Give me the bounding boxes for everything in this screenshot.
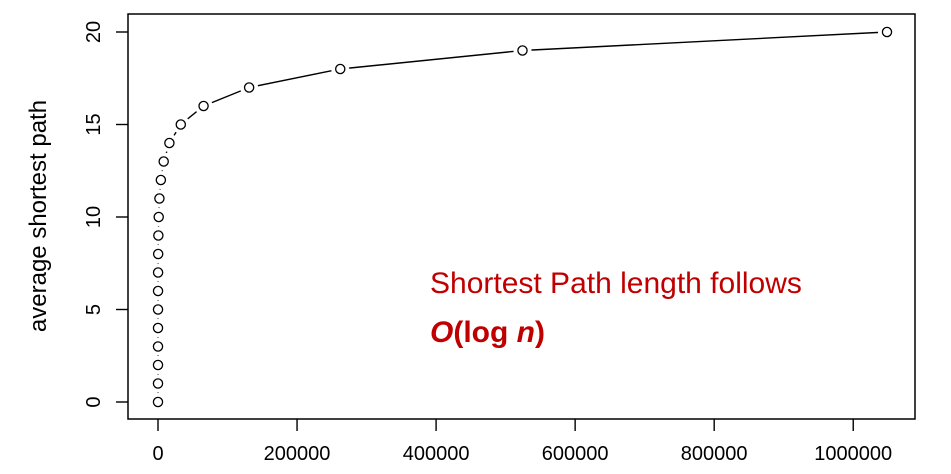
data-point bbox=[153, 211, 164, 223]
data-point bbox=[164, 137, 175, 149]
data-point bbox=[243, 82, 255, 93]
y-tick-label: 15 bbox=[83, 113, 105, 135]
annotation-line-1: Shortest Path length follows bbox=[430, 267, 802, 300]
y-axis: 0 5 10 15 20 bbox=[83, 21, 128, 408]
x-axis: 0 200000 400000 600000 800000 1000000 bbox=[152, 419, 892, 465]
data-point bbox=[334, 63, 346, 75]
y-tick-label: 5 bbox=[83, 304, 105, 315]
annotation-big-o: O bbox=[430, 316, 453, 349]
data-point bbox=[155, 174, 167, 186]
data-point bbox=[152, 322, 164, 334]
annotation-line-2: O(log n) bbox=[430, 316, 545, 349]
data-point bbox=[517, 45, 528, 56]
x-tick-label: 0 bbox=[152, 443, 163, 465]
y-tick-label: 0 bbox=[83, 396, 105, 407]
x-tick-label: 1000000 bbox=[814, 443, 892, 465]
annotation-log: (log bbox=[453, 316, 516, 349]
data-point bbox=[175, 119, 187, 130]
y-axis-label: average shortest path bbox=[25, 100, 52, 332]
data-point bbox=[152, 359, 164, 371]
data-point bbox=[198, 100, 209, 112]
x-tick-label: 200000 bbox=[264, 443, 331, 465]
data-point bbox=[152, 341, 164, 352]
y-tick-label: 20 bbox=[83, 21, 105, 43]
data-point bbox=[153, 230, 164, 241]
data-point bbox=[152, 304, 164, 315]
data-point bbox=[152, 396, 164, 408]
data-point bbox=[152, 248, 164, 260]
data-point bbox=[881, 26, 893, 38]
x-tick-label: 400000 bbox=[403, 443, 470, 465]
x-tick-label: 800000 bbox=[681, 443, 748, 465]
data-point bbox=[152, 378, 164, 389]
data-points bbox=[149, 23, 896, 411]
data-point bbox=[158, 156, 169, 167]
data-point bbox=[152, 267, 164, 278]
plot-frame bbox=[127, 13, 916, 420]
annotation-close-paren: ) bbox=[535, 316, 545, 349]
data-point bbox=[152, 285, 164, 297]
y-tick-label: 10 bbox=[83, 206, 105, 228]
data-point bbox=[154, 193, 165, 204]
annotation-n: n bbox=[517, 316, 535, 349]
x-tick-label: 600000 bbox=[542, 443, 609, 465]
